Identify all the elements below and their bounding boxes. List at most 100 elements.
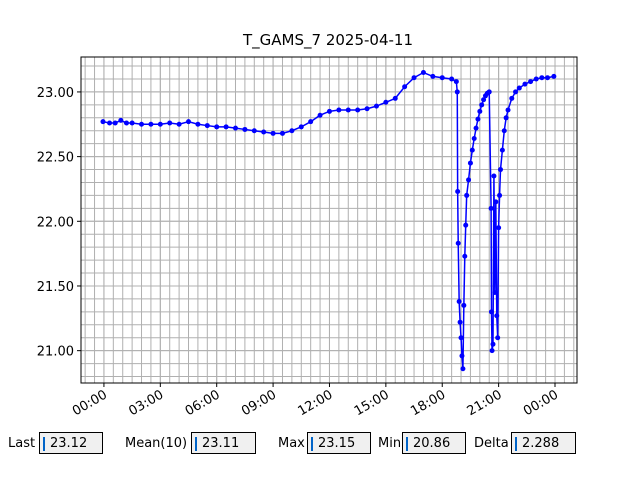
marker <box>498 167 504 173</box>
marker <box>100 119 106 125</box>
marker <box>449 76 455 82</box>
marker <box>457 319 463 325</box>
stat-value[interactable]: 23.12 <box>39 432 103 454</box>
marker <box>467 160 473 166</box>
marker <box>513 89 519 95</box>
y-tick-label: 21.00 <box>37 345 74 360</box>
marker <box>497 192 503 198</box>
stat-value[interactable]: 20.86 <box>402 432 466 454</box>
x-tick-label: 21:00 <box>465 387 505 419</box>
marker <box>232 125 238 131</box>
marker <box>459 353 465 359</box>
marker <box>544 75 550 81</box>
y-tick-label: 22.50 <box>37 151 74 166</box>
marker <box>461 302 467 308</box>
marker <box>464 192 470 198</box>
marker <box>490 341 496 347</box>
marker <box>455 189 461 195</box>
marker <box>355 107 361 113</box>
marker <box>488 309 494 315</box>
marker <box>123 120 129 126</box>
marker <box>430 73 436 79</box>
marker <box>392 95 398 101</box>
marker <box>289 128 295 134</box>
marker <box>492 289 498 295</box>
marker <box>383 99 389 105</box>
marker <box>539 75 545 81</box>
marker <box>129 120 135 126</box>
marker <box>488 205 494 211</box>
stat-label: Mean(10) <box>125 436 188 451</box>
marker <box>242 126 248 132</box>
y-tick-label: 23.00 <box>37 86 74 101</box>
marker <box>522 81 528 87</box>
x-tick-label: 00:00 <box>70 387 110 419</box>
marker <box>148 121 154 127</box>
marker <box>439 75 445 81</box>
x-tick-label: 06:00 <box>183 387 223 419</box>
marker <box>167 120 173 126</box>
stat-label: Last <box>8 436 36 451</box>
marker <box>270 130 276 136</box>
marker <box>279 130 285 136</box>
marker <box>107 120 113 126</box>
marker <box>204 123 210 129</box>
marker <box>505 107 511 113</box>
marker <box>345 107 351 113</box>
marker <box>496 225 502 231</box>
marker <box>176 121 182 127</box>
marker <box>489 348 495 354</box>
marker <box>402 84 408 90</box>
marker <box>186 119 192 125</box>
marker <box>491 173 497 179</box>
marker <box>420 70 426 76</box>
marker <box>326 108 332 114</box>
stat-label: Min <box>378 436 402 451</box>
marker <box>453 79 459 85</box>
marker <box>479 102 485 108</box>
x-tick-label: 15:00 <box>352 387 392 419</box>
marker <box>462 253 468 259</box>
marker <box>495 335 501 341</box>
marker <box>251 128 257 134</box>
x-tick-label: 18:00 <box>408 387 448 419</box>
marker <box>336 107 342 113</box>
marker <box>157 121 163 127</box>
marker <box>460 366 466 372</box>
marker <box>469 147 475 153</box>
plot-frame <box>80 56 578 384</box>
marker <box>466 177 472 183</box>
stat-value[interactable]: 23.11 <box>191 432 256 454</box>
y-tick-label: 21.50 <box>37 280 74 295</box>
marker <box>411 75 417 81</box>
marker <box>509 95 515 101</box>
marker <box>308 119 314 125</box>
marker <box>298 124 304 130</box>
marker <box>481 97 487 103</box>
marker <box>214 124 220 130</box>
marker <box>516 85 522 91</box>
x-tick-label: 09:00 <box>239 387 279 419</box>
marker <box>118 117 124 123</box>
marker <box>503 115 509 121</box>
x-tick-label: 12:00 <box>296 387 336 419</box>
marker <box>533 76 539 82</box>
marker <box>373 103 379 109</box>
marker <box>364 106 370 112</box>
x-tick-label: 03:00 <box>126 387 166 419</box>
stat-value[interactable]: 2.288 <box>511 432 576 454</box>
marker <box>195 121 201 127</box>
marker <box>463 222 469 228</box>
marker <box>112 120 118 126</box>
marker <box>551 73 557 79</box>
marker <box>493 199 499 205</box>
stat-value[interactable]: 23.15 <box>307 432 371 454</box>
marker <box>475 116 481 122</box>
marker <box>499 147 505 153</box>
marker <box>139 121 145 127</box>
marker <box>477 108 483 114</box>
y-tick-label: 22.00 <box>37 215 74 230</box>
marker <box>501 128 507 134</box>
marker <box>317 112 323 118</box>
